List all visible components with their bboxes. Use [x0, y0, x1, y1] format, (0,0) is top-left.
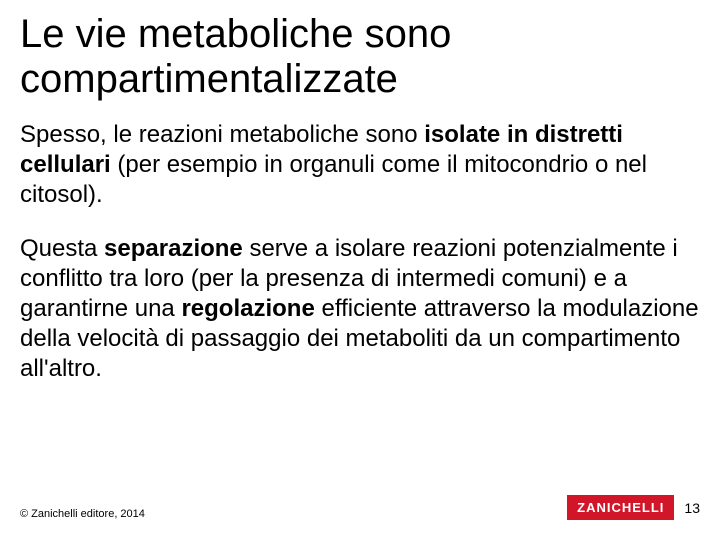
paragraph-1: Spesso, le reazioni metaboliche sono iso…: [20, 120, 700, 210]
p1-text-2: (per esempio in organuli come il mitocon…: [20, 151, 647, 208]
p2-text-1: Questa: [20, 235, 104, 262]
publisher-logo: ZANICHELLI: [567, 495, 674, 520]
p2-bold-2: regolazione: [181, 295, 314, 322]
slide-body: Spesso, le reazioni metaboliche sono iso…: [20, 120, 700, 408]
footer-copyright: © Zanichelli editore, 2014: [20, 508, 145, 520]
paragraph-2: Questa separazione serve a isolare reazi…: [20, 234, 700, 384]
page-number: 13: [684, 500, 700, 516]
footer-right: ZANICHELLI 13: [567, 495, 700, 520]
slide: Le vie metaboliche sono compartimentaliz…: [0, 0, 720, 540]
slide-title: Le vie metaboliche sono compartimentaliz…: [20, 12, 700, 102]
p1-text-1: Spesso, le reazioni metaboliche sono: [20, 121, 424, 148]
slide-footer: © Zanichelli editore, 2014 ZANICHELLI 13: [20, 495, 700, 520]
p2-bold-1: separazione: [104, 235, 243, 262]
